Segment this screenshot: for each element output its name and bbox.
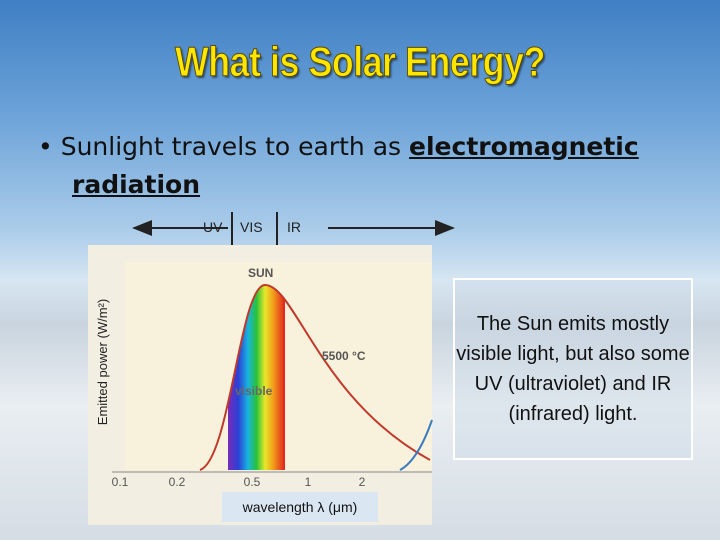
x-label-box [222, 492, 378, 522]
band-label: IR [287, 219, 301, 235]
x-tick-label: 0.2 [169, 475, 186, 489]
sun-curve [199, 283, 431, 471]
x-tick-label: 2 [359, 475, 366, 489]
temperature-label: 5500 °C [322, 349, 366, 363]
blue-curve [399, 419, 433, 471]
y-axis-label: Emitted power (W/m²) [95, 299, 110, 425]
callout: The Sun emits mostly visible light, but … [453, 278, 693, 460]
bullet-link: electromagnetic radiation [72, 132, 639, 199]
x-tick-label: 1 [305, 475, 312, 489]
curve-label: SUN [248, 266, 273, 280]
callout-text: The Sun emits mostly visible light, but … [456, 313, 690, 425]
bullet: • Sunlight travels to earth as electroma… [38, 132, 639, 199]
x-axis-label: wavelength λ (μm) [242, 499, 358, 515]
x-tick-label: 0.5 [244, 475, 261, 489]
region-label: visible [235, 384, 273, 398]
bullet-text: Sunlight travels to earth as [60, 132, 410, 161]
band-label: UV [203, 219, 223, 235]
band-label: VIS [240, 219, 263, 235]
x-tick-label: 0.1 [112, 475, 129, 489]
slide-title: What is Solar Energy? [175, 38, 546, 86]
